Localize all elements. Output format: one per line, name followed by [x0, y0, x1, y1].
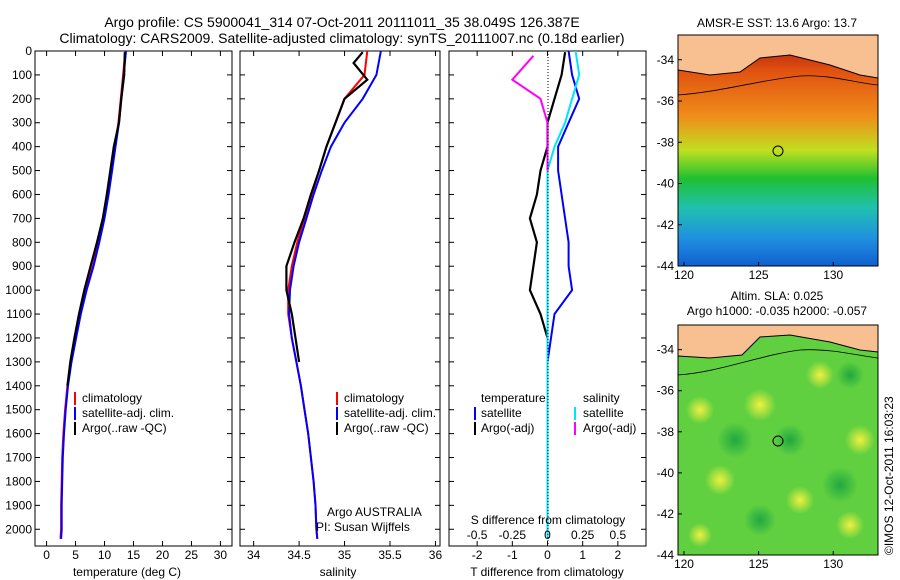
ytick-label: 1700 [5, 451, 32, 465]
legend-climatology: climatology [344, 391, 404, 405]
legend-salinity-title: salinity [583, 391, 620, 405]
ytick-label: 1400 [5, 379, 32, 393]
salinity-legend: climatology satellite-adj. clim. Argo(..… [316, 391, 436, 534]
legend-argo: Argo(..raw -QC) [344, 421, 429, 435]
map-ytick-label: -42 [657, 218, 675, 232]
map-ytick-label: -34 [657, 343, 675, 357]
xtick-label: 15 [127, 548, 141, 562]
legend-temperature-title: temperature [481, 391, 546, 405]
map-xtick-label: 130 [823, 268, 843, 282]
difference-profile-series-0 [546, 51, 581, 386]
map-xtick-label: 125 [749, 268, 769, 282]
xtick-label: 34.5 [287, 548, 311, 562]
difference-top-xlabel: S difference from climatology [471, 513, 626, 527]
ytick-label: 1500 [5, 403, 32, 417]
xtick-label: 35 [338, 548, 352, 562]
salinity-axes [239, 50, 441, 547]
map-ytick-label: -36 [657, 94, 675, 108]
ytick-label: 1800 [5, 474, 32, 488]
map-ytick-label: -38 [657, 135, 675, 149]
xtick-label: 10 [98, 548, 112, 562]
ytick-label: 500 [12, 164, 32, 178]
argo-location-marker [772, 435, 784, 447]
ytick-label: 200 [12, 92, 32, 106]
ytick-label: 400 [12, 140, 32, 154]
legend-s-argo: Argo(-adj) [583, 421, 636, 435]
salinity-xlabel: salinity [320, 565, 357, 579]
xtick-label: -1 [507, 548, 518, 562]
map-ytick-label: -44 [657, 548, 675, 562]
difference-profile-series-1 [528, 52, 567, 339]
xtick-label: 34 [247, 548, 261, 562]
top-xtick-label: 0.5 [610, 528, 627, 542]
map-xtick-label: 125 [749, 557, 769, 571]
xtick-label: 5 [72, 548, 79, 562]
argo-label: Argo AUSTRALIA [327, 505, 422, 519]
imos-label: ©IMOS 12-Oct-2011 16:03:23 [882, 396, 896, 555]
sla-map [677, 324, 879, 556]
xtick-label: -2 [472, 548, 483, 562]
map-ytick-label: -40 [657, 177, 675, 191]
figure-title-line2: Climatology: CARS2009. Satellite-adjuste… [59, 30, 624, 46]
temperature-legend: climatology satellite-adj. clim. Argo(..… [74, 391, 174, 435]
ytick-label: 2000 [5, 522, 32, 536]
ytick-label: 1200 [5, 331, 32, 345]
xtick-label: 25 [185, 548, 199, 562]
xtick-label: 0 [544, 548, 551, 562]
map-ytick-label: -34 [657, 53, 675, 67]
sla-map-title2: Argo h1000: -0.035 h2000: -0.057 [687, 304, 867, 318]
difference-legend: temperature satellite Argo(-adj) salinit… [474, 391, 636, 435]
ytick-label: 1600 [5, 427, 32, 441]
pi-label: PI: Susan Wijffels [316, 520, 410, 534]
ytick-label: 1900 [5, 498, 32, 512]
top-xtick-label: 0.25 [571, 528, 595, 542]
ytick-label: 600 [12, 187, 32, 201]
map-ytick-label: -44 [657, 259, 675, 273]
xtick-label: 35.5 [378, 548, 402, 562]
legend-climatology: climatology [82, 391, 142, 405]
xtick-label: 36 [429, 548, 443, 562]
map-ytick-label: -42 [657, 507, 675, 521]
map-xtick-label: 120 [674, 557, 694, 571]
difference-xlabel: T difference from climatology [470, 565, 624, 579]
legend-t-argo: Argo(-adj) [481, 421, 534, 435]
ytick-label: 1300 [5, 355, 32, 369]
ytick-label: 300 [12, 116, 32, 130]
ytick-label: 1000 [5, 283, 32, 297]
legend-t-satellite: satellite [481, 406, 522, 420]
legend-argo: Argo(..raw -QC) [82, 421, 167, 435]
figure-title-line1: Argo profile: CS 5900041_314 07-Oct-2011… [104, 14, 579, 30]
xtick-label: 30 [214, 548, 228, 562]
xtick-label: 2 [615, 548, 622, 562]
map-ytick-label: -38 [657, 425, 675, 439]
map-xtick-label: 120 [674, 268, 694, 282]
ytick-label: 700 [12, 211, 32, 225]
legend-s-satellite: satellite [583, 406, 624, 420]
sst-map-title: AMSR-E SST: 13.6 Argo: 13.7 [697, 16, 857, 30]
legend-satellite: satellite-adj. clim. [82, 406, 174, 420]
ytick-label: 1100 [6, 307, 32, 321]
map-ytick-label: -40 [657, 466, 675, 480]
xtick-label: 1 [579, 548, 586, 562]
top-xtick-label: -0.25 [499, 528, 527, 542]
temperature-xlabel: temperature (deg C) [73, 565, 181, 579]
ytick-label: 900 [12, 259, 32, 273]
top-xtick-label: -0.5 [467, 528, 488, 542]
ytick-label: 100 [12, 68, 32, 82]
argo-location-marker [772, 145, 784, 157]
salinity-profile-series-2 [285, 51, 369, 363]
sst-map [677, 34, 879, 267]
map-xtick-label: 130 [823, 557, 843, 571]
map-ytick-label: -36 [657, 384, 675, 398]
ytick-label: 800 [12, 235, 32, 249]
temperature-profile-series-2 [66, 52, 126, 386]
ytick-label: 0 [25, 44, 32, 58]
legend-satellite: satellite-adj. clim. [344, 406, 436, 420]
xtick-label: 20 [156, 548, 170, 562]
temperature-axes [34, 50, 233, 547]
sla-map-title1: Altim. SLA: 0.025 [731, 289, 824, 303]
xtick-label: 0 [43, 548, 50, 562]
